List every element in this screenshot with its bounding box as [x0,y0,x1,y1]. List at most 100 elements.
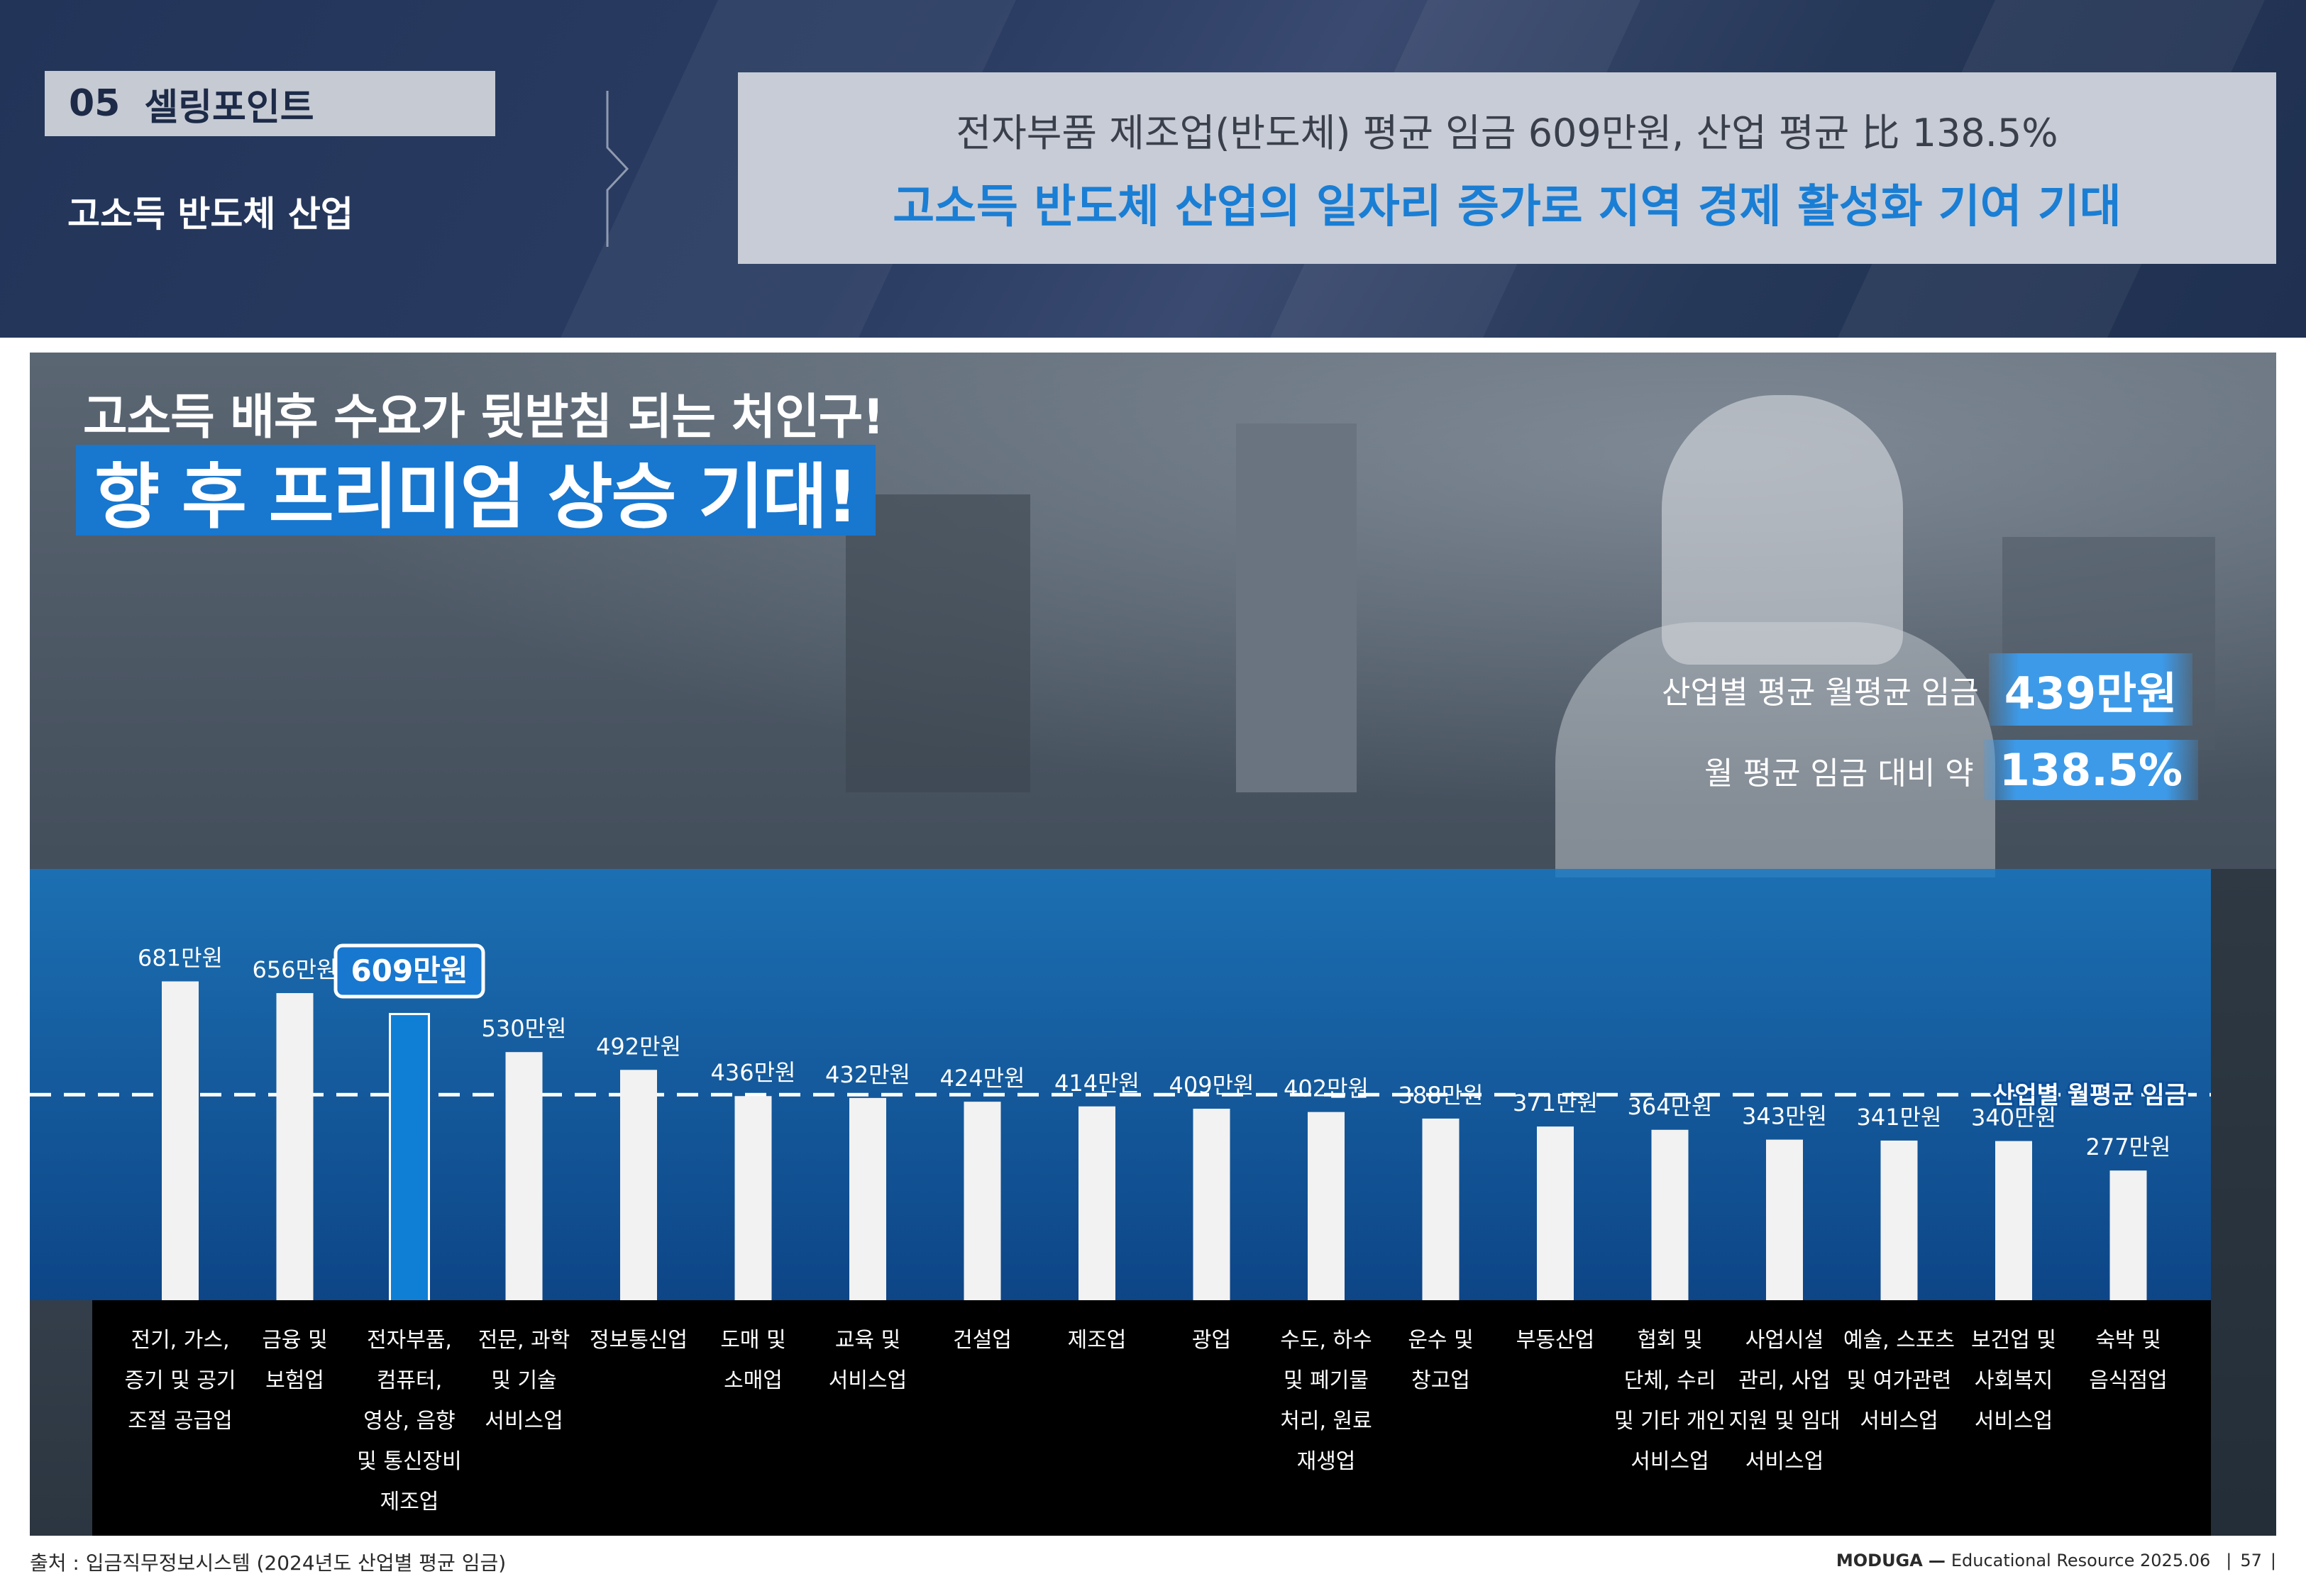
bar-value-label: 656만원 [253,956,338,983]
category-label: 제조업 [1068,1328,1127,1353]
section-subtitle: 고소득 반도체 산업 [67,194,353,235]
summary-line2: 고소득 반도체 산업의 일자리 증가로 지역 경제 활성화 기여 기대 [893,180,2122,233]
category-label-line: 보험업 [265,1368,324,1393]
category-label-line: 단체, 수리 [1624,1368,1716,1393]
bar [1078,1106,1115,1300]
technician-body [1555,622,1995,877]
page-separator: | [2226,1551,2232,1570]
category-label-line: 서비스업 [485,1409,563,1434]
category-label-line: 도매 및 [720,1328,785,1353]
category-label-line: 소매업 [724,1368,783,1393]
bar-value-label: 340만원 [1971,1104,2056,1131]
category-label-line: 및 폐기물 [1284,1368,1369,1393]
source-note: 출처 : 입금직무정보시스템 (2024년도 산업별 평균 임금) [30,1551,507,1575]
headline-primary: 고소득 배후 수요가 뒷받침 되는 처인구! [83,389,884,445]
bar [1193,1109,1230,1300]
section-number: 05 [69,82,121,125]
bar-value-label: 343만원 [1742,1103,1827,1130]
highlight-value-box [333,943,485,999]
category-label: 정보통신업 [590,1328,688,1353]
bar-highlight [391,1015,428,1300]
technician-silhouette [1662,395,1903,665]
category-label-line: 전자부품, [367,1328,452,1353]
category-label: 보건업 및 사회복지 서비스업 [1971,1328,2056,1434]
header-band: 05 셀링포인트 고소득 반도체 산업 전자부품 제조업(반도체) 평균 임금 … [0,0,2306,338]
average-wage-value: 439만원 [1988,653,2193,726]
bar-value-label: 402만원 [1284,1075,1369,1102]
category-label-line: 관리, 사업 [1738,1368,1830,1393]
category-label: 예술, 스포츠 및 여가관련 서비스업 [1843,1328,1955,1434]
category-label-line: 서비스업 [829,1368,907,1393]
category-label-line: 및 통신장비 [357,1449,462,1474]
category-label: 건설업 [953,1328,1012,1353]
category-label-line: 부동산업 [1516,1328,1594,1353]
category-label-line: 음식점업 [2089,1368,2167,1393]
bar [1651,1129,1689,1300]
background-panel [1236,423,1357,792]
category-label-line: 재생업 [1297,1449,1356,1474]
page-separator: | [2270,1551,2276,1570]
category-label-line: 서비스업 [1631,1449,1709,1474]
bar-value-label: 414만원 [1054,1070,1140,1097]
category-label: 광업 [1192,1328,1231,1353]
section-tag: 05 셀링포인트 [45,71,495,136]
bar-value-label: 364만원 [1628,1093,1713,1120]
category-label-line: 전문, 과학 [478,1328,570,1353]
category-label-line: 제조업 [380,1490,439,1514]
brand-dash: — [1928,1551,1946,1570]
category-label: 전기, 가스, 증기 및 공기 조절 공급업 [124,1328,236,1434]
category-label: 전자부품, 컴퓨터, 영상, 음향 및 통신장비 제조업 [357,1328,462,1514]
category-label-line: 및 기술 [491,1368,556,1393]
category-label: 금융 및 보험업 [262,1328,327,1393]
bar [2109,1170,2147,1300]
ratio-label: 월 평균 임금 대비 약 [1704,755,1974,792]
bar-value-label: 432만원 [825,1061,910,1088]
page-number: 57 [2240,1551,2262,1570]
category-label: 교육 및 서비스업 [829,1328,907,1393]
bar-value-label: 609만원 [351,953,468,988]
bar-value-label: 371만원 [1513,1090,1598,1116]
category-label-line: 협회 및 [1637,1328,1702,1353]
average-wage-label: 산업별 평균 월평균 임금 [1662,675,1979,711]
bar-value-label: 492만원 [596,1033,681,1060]
bar [505,1052,543,1300]
category-label-line: 처리, 원료 [1280,1409,1372,1434]
bar [964,1102,1001,1300]
bar [1422,1118,1460,1300]
category-label-line: 사회복지 [1975,1368,2053,1393]
bar-value-label: 277만원 [2086,1134,2171,1160]
bar [1537,1126,1574,1300]
category-label-line: 제조업 [1068,1328,1127,1353]
category-label-line: 숙박 및 [2095,1328,2161,1353]
category-label-line: 광업 [1192,1328,1231,1353]
category-label-line: 영상, 음향 [363,1409,455,1434]
bar [1880,1140,1918,1300]
bar [276,993,314,1300]
category-label-line: 및 기타 개인 [1614,1409,1726,1434]
category-label-line: 수도, 하수 [1280,1328,1372,1353]
bar-value-label: 530만원 [482,1015,567,1042]
bar-value-label: 436만원 [711,1059,796,1086]
bar [162,981,199,1300]
category-label-line: 증기 및 공기 [124,1368,236,1393]
bar [1995,1141,2032,1300]
bar-value-label: 409만원 [1169,1072,1254,1099]
background-machine [846,494,1030,792]
bar-value-label: 341만원 [1857,1104,1942,1131]
category-label: 운수 및 창고업 [1408,1328,1473,1393]
reference-line-label: 산업별 월평균 임금 [1992,1081,2187,1109]
chevron-divider-icon [606,91,629,247]
category-label: 사업시설 관리, 사업 지원 및 임대 서비스업 [1728,1328,1840,1474]
category-label-line: 서비스업 [1975,1409,2053,1434]
bar [620,1070,657,1300]
category-label-line: 전기, 가스, [131,1328,229,1353]
ratio-value: 138.5% [1983,740,2199,800]
chart-panel: 산업별 월평균 임금 681만원 전기, 가스, 증기 및 공기 조절 공급업 656만원… [30,353,2276,1536]
section-title: 셀링포인트 [144,86,314,129]
resource-label: Educational Resource 2025.06 [1951,1551,2211,1570]
category-label-line: 사업시설 [1745,1328,1824,1353]
